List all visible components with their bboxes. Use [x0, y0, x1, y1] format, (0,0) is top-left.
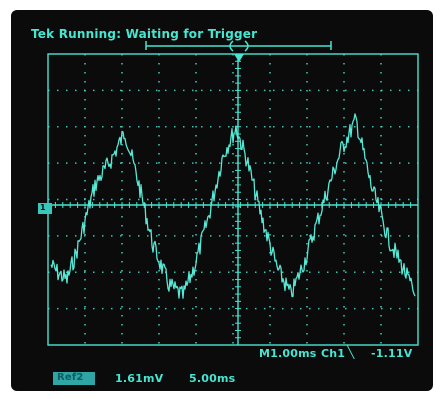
falling-edge-trigger-icon: ╲ — [347, 345, 355, 359]
waveform-display — [47, 40, 419, 346]
trigger-position-bracket — [145, 40, 332, 52]
timebase-readout: M1.00ms — [259, 347, 317, 360]
trigger-level-readout: -1.11V — [371, 347, 413, 360]
channel-1-marker-label: 1 — [40, 203, 46, 212]
trigger-pointer-icon — [234, 54, 244, 62]
graticule — [47, 53, 419, 346]
reference-badge — [53, 372, 95, 385]
reference-volts-per-div: 1.61mV — [115, 372, 164, 385]
reference-time-per-div: 5.00ms — [189, 372, 236, 385]
reference-label: Ref2 — [57, 372, 84, 383]
status-title: Tek Running: Waiting for Trigger — [31, 27, 258, 41]
oscilloscope-screen: Tek Running: Waiting for Trigger 1 M1.00… — [11, 10, 433, 391]
channel-1-ground-marker[interactable] — [38, 203, 52, 214]
channel-1-trace — [50, 113, 416, 299]
trigger-source-readout: Ch1 — [321, 347, 346, 360]
